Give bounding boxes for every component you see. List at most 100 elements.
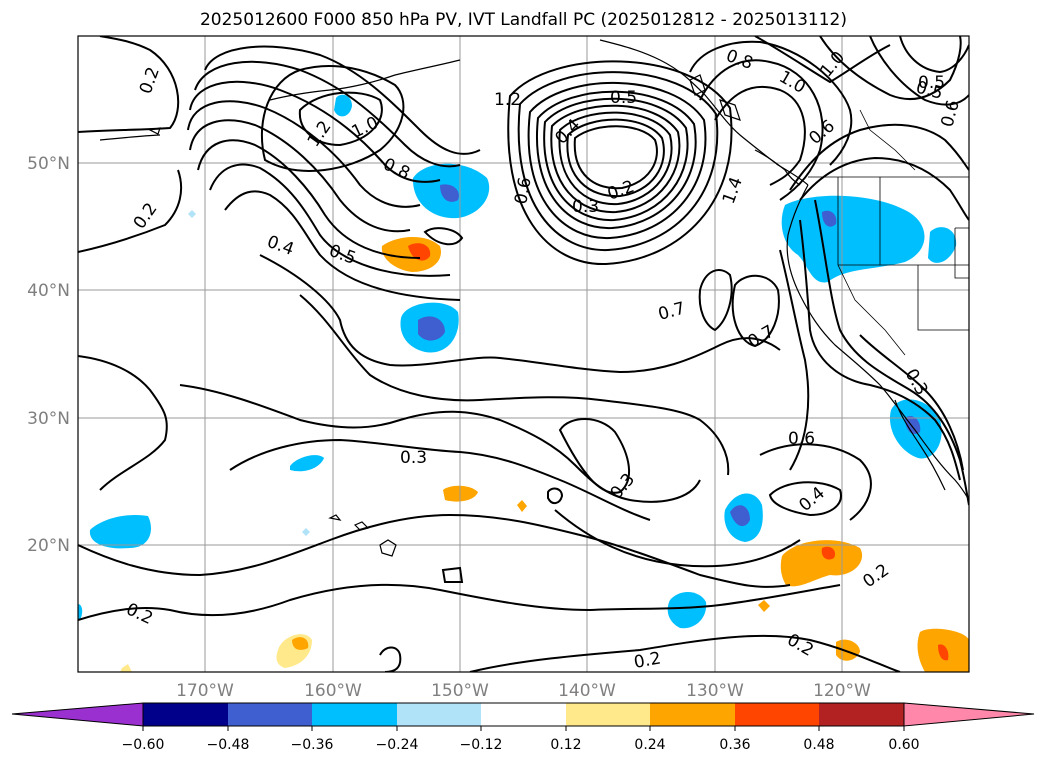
contour-line bbox=[554, 509, 801, 568]
contour-line bbox=[298, 91, 383, 147]
colorbar-bin bbox=[481, 703, 566, 726]
contour-line bbox=[229, 438, 651, 521]
contour-line bbox=[78, 36, 180, 133]
colorbar-tick-label: −0.24 bbox=[376, 737, 419, 753]
map-title: 2025012600 F000 850 hPa PV, IVT Landfall… bbox=[199, 10, 847, 30]
contour-line bbox=[209, 163, 451, 277]
colorbar-bin bbox=[819, 703, 904, 726]
shade-region bbox=[440, 184, 459, 202]
colorbar: −0.60 −0.48 −0.36 −0.24 −0.12 0.12 0.24 … bbox=[11, 702, 1035, 753]
border-line bbox=[859, 109, 916, 171]
contour-line bbox=[869, 36, 969, 106]
shade-region bbox=[408, 243, 431, 261]
contour-line bbox=[573, 125, 658, 190]
lon-label: 160°W bbox=[304, 681, 362, 701]
colorbar-bin bbox=[228, 703, 312, 726]
contour-label: 0.2 bbox=[632, 649, 662, 673]
contour-line bbox=[536, 90, 697, 230]
contour-label: 0.3 bbox=[572, 197, 599, 217]
colorbar-frame bbox=[142, 702, 905, 727]
coastline bbox=[353, 521, 370, 531]
contour-line bbox=[731, 274, 780, 348]
contour-line bbox=[517, 71, 719, 252]
contour-line bbox=[819, 36, 962, 100]
colorbar-tick-label: 0.24 bbox=[634, 737, 665, 753]
lon-label: 120°W bbox=[813, 681, 871, 701]
coastline bbox=[786, 184, 969, 501]
contour-line bbox=[899, 36, 969, 74]
contour-line bbox=[197, 139, 421, 259]
coastline bbox=[379, 539, 397, 557]
coastline bbox=[148, 127, 161, 135]
contour-label: 1.2 bbox=[494, 90, 521, 110]
contour-line bbox=[558, 418, 631, 494]
map-frame bbox=[77, 35, 970, 673]
shade-region bbox=[822, 210, 837, 227]
lat-label: 50°N bbox=[27, 154, 70, 174]
colorbar-tick-label: −0.36 bbox=[291, 737, 334, 753]
colorbar-tick-label: −0.48 bbox=[207, 737, 250, 753]
contour-line bbox=[799, 219, 961, 481]
colorbar-bin bbox=[312, 703, 397, 726]
colorbar-extend-left bbox=[11, 702, 144, 727]
colorbar-bin bbox=[650, 703, 735, 726]
shade-region bbox=[418, 316, 445, 341]
colorbar-bin bbox=[566, 703, 650, 726]
contour-label: 0.6 bbox=[788, 429, 815, 449]
contour-line bbox=[768, 481, 842, 517]
shade-region bbox=[120, 664, 132, 672]
shade-region bbox=[730, 505, 750, 527]
coastline bbox=[719, 99, 741, 121]
contour-line bbox=[699, 59, 824, 201]
contour-line bbox=[759, 443, 872, 521]
lat-label: 20°N bbox=[27, 536, 70, 556]
political-borders bbox=[808, 109, 969, 356]
contour-line bbox=[259, 254, 781, 374]
lat-label: 40°N bbox=[27, 281, 70, 301]
contour-line bbox=[507, 60, 733, 266]
contour-line bbox=[441, 566, 464, 583]
contour-label: 0.5 bbox=[610, 88, 637, 108]
contour-label: 0.5 bbox=[918, 73, 945, 93]
colorbar-tick-label: 0.36 bbox=[719, 737, 750, 753]
border-line bbox=[954, 227, 969, 279]
map-gridlines bbox=[78, 36, 969, 672]
shade-region bbox=[938, 644, 949, 661]
shade-region bbox=[517, 500, 527, 512]
contour-line bbox=[194, 60, 461, 168]
shade-region bbox=[905, 415, 921, 435]
contour-line bbox=[550, 104, 681, 214]
coastline bbox=[99, 134, 161, 141]
colorbar-tick-label: 0.12 bbox=[550, 737, 581, 753]
colorbar-bin bbox=[143, 703, 228, 726]
colorbar-tick-label: −0.60 bbox=[122, 737, 165, 753]
contour-line bbox=[558, 111, 673, 206]
contour-line bbox=[789, 123, 969, 191]
shade-region bbox=[667, 591, 707, 629]
lon-label: 150°W bbox=[431, 681, 489, 701]
colorbar-ticks bbox=[142, 726, 905, 731]
contour-line bbox=[527, 81, 707, 240]
colorbar-bin bbox=[397, 703, 481, 726]
contour-line bbox=[78, 355, 168, 491]
longitude-labels: 170°W 160°W 150°W 140°W 130°W 120°W bbox=[176, 681, 871, 701]
contour-label: 0.3 bbox=[400, 448, 427, 468]
contour-line bbox=[547, 487, 564, 504]
contour-line bbox=[189, 80, 441, 183]
contour-line bbox=[423, 227, 464, 246]
shade-region bbox=[334, 94, 352, 117]
contour-line bbox=[78, 583, 841, 621]
coastlines bbox=[99, 39, 969, 557]
shade-region bbox=[78, 604, 83, 620]
lon-label: 140°W bbox=[558, 681, 616, 701]
border-line bbox=[837, 264, 906, 356]
colorbar-extend-right bbox=[903, 702, 1035, 727]
colorbar-bin bbox=[735, 703, 819, 726]
shade-region bbox=[928, 227, 957, 263]
lon-label: 170°W bbox=[176, 681, 234, 701]
shade-region bbox=[89, 514, 151, 549]
lon-label: 130°W bbox=[686, 681, 744, 701]
coastline bbox=[754, 149, 801, 186]
border-line bbox=[917, 265, 969, 331]
